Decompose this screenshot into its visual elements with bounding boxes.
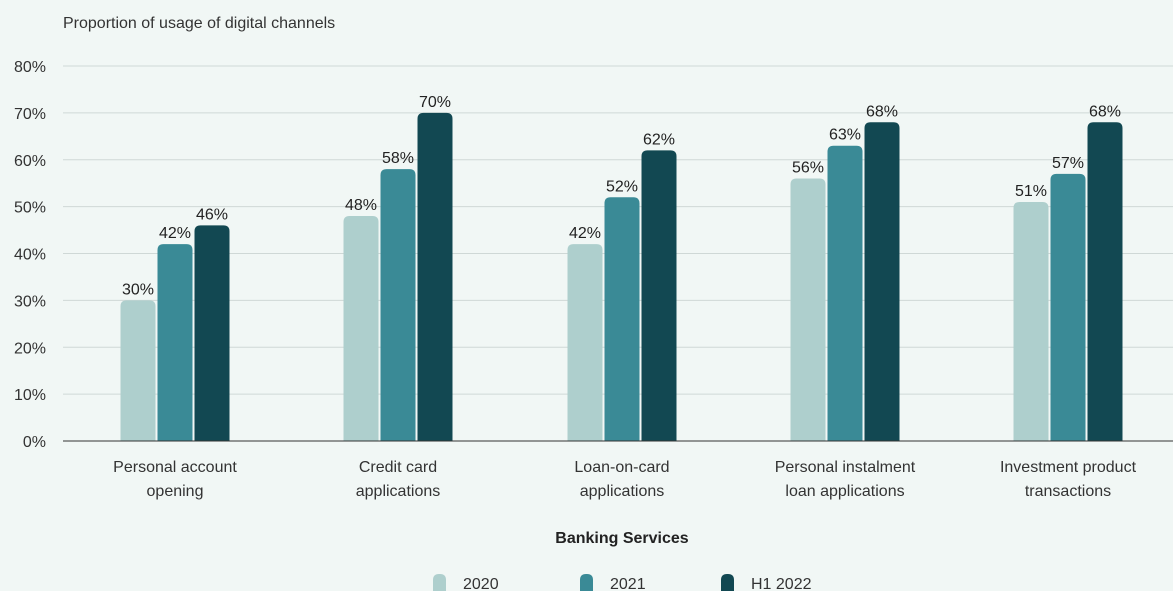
y-tick-label: 80%	[14, 59, 46, 76]
x-tick-label: Credit card	[359, 459, 437, 476]
y-tick-label: 70%	[14, 106, 46, 123]
x-axis-title: Banking Services	[555, 530, 689, 547]
bar	[641, 150, 677, 441]
data-label: 62%	[643, 131, 675, 148]
data-labels: 30% 48% 42% 56% 51% 42% 58% 52% 63% 57% 46% 70% 62% 6…	[122, 94, 1121, 299]
x-tick-label: Personal account	[113, 459, 237, 476]
x-axis: Personal account opening Credit card applic…	[113, 459, 1136, 500]
x-tick-label: loan applications	[785, 483, 904, 500]
x-tick-label: Loan-on-card	[574, 459, 669, 476]
data-label: 56%	[792, 160, 824, 177]
data-label: 52%	[606, 178, 638, 195]
legend-label: 2020	[463, 576, 499, 591]
y-tick-label: 50%	[14, 200, 46, 217]
y-tick-label: 60%	[14, 153, 46, 170]
y-tick-label: 10%	[14, 387, 46, 404]
data-label: 68%	[866, 103, 898, 120]
data-label: 68%	[1089, 103, 1121, 120]
bar	[157, 244, 193, 441]
data-label: 58%	[382, 150, 414, 167]
y-tick-label: 30%	[14, 293, 46, 310]
bar	[567, 244, 603, 441]
legend-swatch	[721, 574, 734, 591]
bar	[864, 122, 900, 441]
data-label: 51%	[1015, 183, 1047, 200]
x-tick-label: Personal instalment	[775, 459, 916, 476]
y-tick-label: 40%	[14, 247, 46, 264]
x-tick-label: applications	[580, 483, 665, 500]
bar	[790, 178, 826, 441]
data-label: 42%	[569, 225, 601, 242]
data-label: 63%	[829, 127, 861, 144]
y-tick-label: 0%	[23, 434, 46, 451]
bar	[343, 216, 379, 441]
data-label: 48%	[345, 197, 377, 214]
legend-label: 2021	[610, 576, 646, 591]
data-label: 42%	[159, 225, 191, 242]
bar	[1013, 201, 1049, 441]
bar	[1087, 122, 1123, 441]
x-tick-label: opening	[147, 483, 204, 500]
bar	[417, 112, 453, 441]
legend: 2020 2021 H1 2022	[433, 574, 812, 591]
legend-swatch	[580, 574, 593, 591]
bar	[1050, 173, 1086, 441]
legend-swatch	[433, 574, 446, 591]
y-axis: 0% 10% 20% 30% 40% 50% 60% 70% 80%	[14, 59, 46, 451]
data-label: 30%	[122, 281, 154, 298]
y-axis-title: Proportion of usage of digital channels	[63, 15, 335, 32]
x-tick-label: Investment product	[1000, 459, 1137, 476]
x-tick-label: transactions	[1025, 483, 1111, 500]
data-label: 70%	[419, 94, 451, 111]
bars	[120, 112, 1123, 441]
bar	[827, 145, 863, 441]
x-tick-label: applications	[356, 483, 441, 500]
data-label: 46%	[196, 206, 228, 223]
bar	[120, 300, 156, 441]
data-label: 57%	[1052, 155, 1084, 172]
bar	[380, 169, 416, 441]
legend-label: H1 2022	[751, 576, 812, 591]
bar	[604, 197, 640, 441]
bar	[194, 225, 230, 441]
y-tick-label: 20%	[14, 340, 46, 357]
